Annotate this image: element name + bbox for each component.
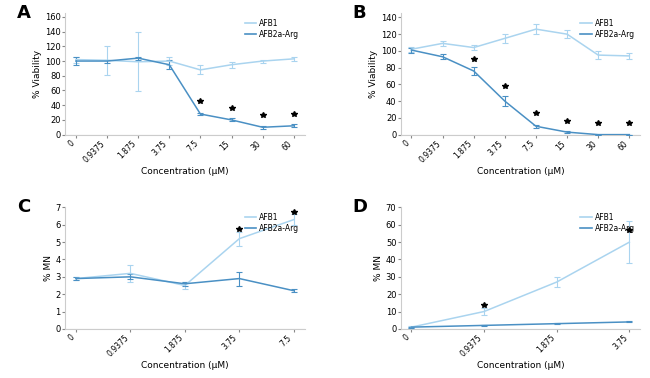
- X-axis label: Concentration (μM): Concentration (μM): [476, 167, 564, 176]
- Legend: AFB1, AFB2a-Arg: AFB1, AFB2a-Arg: [243, 211, 301, 235]
- X-axis label: Concentration (μM): Concentration (μM): [141, 361, 229, 370]
- Legend: AFB1, AFB2a-Arg: AFB1, AFB2a-Arg: [578, 17, 636, 40]
- Y-axis label: % Viability: % Viability: [33, 50, 42, 98]
- Y-axis label: % Viability: % Viability: [369, 50, 378, 98]
- Text: A: A: [17, 3, 31, 22]
- X-axis label: Concentration (μM): Concentration (μM): [141, 167, 229, 176]
- Text: B: B: [353, 3, 366, 22]
- Legend: AFB1, AFB2a-Arg: AFB1, AFB2a-Arg: [243, 17, 301, 40]
- X-axis label: Concentration (μM): Concentration (μM): [476, 361, 564, 370]
- Text: C: C: [17, 198, 31, 216]
- Legend: AFB1, AFB2a-Arg: AFB1, AFB2a-Arg: [578, 211, 636, 235]
- Y-axis label: % MN: % MN: [44, 255, 53, 281]
- Y-axis label: % MN: % MN: [374, 255, 383, 281]
- Text: D: D: [353, 198, 368, 216]
